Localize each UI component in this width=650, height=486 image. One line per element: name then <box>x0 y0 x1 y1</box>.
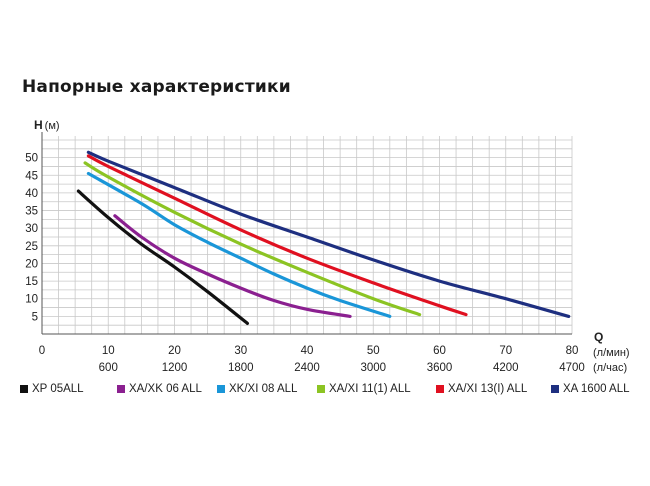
x-tick-label-lpm: 30 <box>234 345 247 357</box>
legend-item: XA/XK 06 ALL <box>117 383 217 395</box>
grid <box>41 132 573 335</box>
legend-swatch <box>117 385 125 393</box>
x-tick-label-lph: 1800 <box>228 362 254 374</box>
x-tick-label-lph: 4700 <box>559 362 585 374</box>
ticks: 5 10 15 20 25 30 35 40 45 50 0 10 20 30 40 50 60 70 80 600 1… <box>25 153 585 374</box>
y-tick-label: 25 <box>25 241 38 253</box>
legend-label: XA/XI 13(I) ALL <box>448 383 528 395</box>
x-tick-label-lph: 4200 <box>493 362 519 374</box>
legend-label: XP 05ALL <box>32 383 84 395</box>
x-tick-label-lph: 2400 <box>294 362 320 374</box>
series-line-5 <box>86 154 468 317</box>
x-axis-unit-lph: (л/час) <box>593 362 627 374</box>
y-tick-label: 50 <box>25 153 38 165</box>
x-tick-label-lph: 1200 <box>162 362 188 374</box>
x-tick-label-lpm: 20 <box>168 345 181 357</box>
x-axis-label: Q <box>594 330 603 344</box>
legend-item: XK/XI 08 ALL <box>217 383 317 395</box>
y-tick-label: 35 <box>25 206 38 218</box>
legend-swatch <box>217 385 225 393</box>
series-line-4 <box>83 161 422 317</box>
legend-label: XA/XI 11(1) ALL <box>329 383 411 395</box>
legend-swatch <box>317 385 325 393</box>
y-tick-label: 5 <box>32 311 38 323</box>
x-tick-label-lpm: 50 <box>367 345 380 357</box>
legend-label: XK/XI 08 ALL <box>229 383 298 395</box>
y-axis-label: H (м) <box>34 118 60 132</box>
legend-item: XA 1600 ALL <box>551 383 650 395</box>
legend-item: XA/XI 13(I) ALL <box>436 383 551 395</box>
y-axis-label-main: H <box>34 118 43 132</box>
y-tick-label: 30 <box>25 223 38 235</box>
y-tick-label: 45 <box>25 170 38 182</box>
x-tick-label-lpm: 0 <box>39 345 45 357</box>
series-line-6 <box>86 150 571 318</box>
legend-label: XA 1600 ALL <box>563 383 630 395</box>
x-tick-label-lpm: 80 <box>566 345 579 357</box>
x-tick-label-lph: 3000 <box>360 362 386 374</box>
x-tick-label-lph: 3600 <box>427 362 453 374</box>
x-tick-label-lpm: 70 <box>499 345 512 357</box>
curves <box>76 150 571 325</box>
x-axis-unit-lpm: (л/мин) <box>593 347 630 359</box>
x-tick-label-lpm: 40 <box>301 345 314 357</box>
series-line-1 <box>76 189 249 325</box>
legend: XP 05ALL XA/XK 06 ALL XK/XI 08 ALL XA/XI 11… <box>20 383 650 395</box>
x-tick-label-lph: 600 <box>99 362 118 374</box>
x-tick-label-lpm: 60 <box>433 345 446 357</box>
legend-swatch <box>20 385 28 393</box>
series-line-2 <box>113 214 352 318</box>
chart-title: Напорные характеристики <box>22 77 291 97</box>
legend-swatch <box>551 385 559 393</box>
legend-item: XA/XI 11(1) ALL <box>317 383 436 395</box>
y-tick-label: 20 <box>25 258 38 270</box>
y-axis-label-unit: (м) <box>45 120 60 132</box>
series-line-3 <box>86 171 392 318</box>
legend-label: XA/XK 06 ALL <box>129 383 202 395</box>
y-tick-label: 15 <box>25 276 38 288</box>
axis-labels: H (м) Q (л/мин) (л/час) <box>34 118 630 374</box>
legend-item: XP 05ALL <box>20 383 117 395</box>
y-tick-label: 40 <box>25 188 38 200</box>
legend-swatch <box>436 385 444 393</box>
y-tick-label: 10 <box>25 294 38 306</box>
x-tick-label-lpm: 10 <box>102 345 115 357</box>
